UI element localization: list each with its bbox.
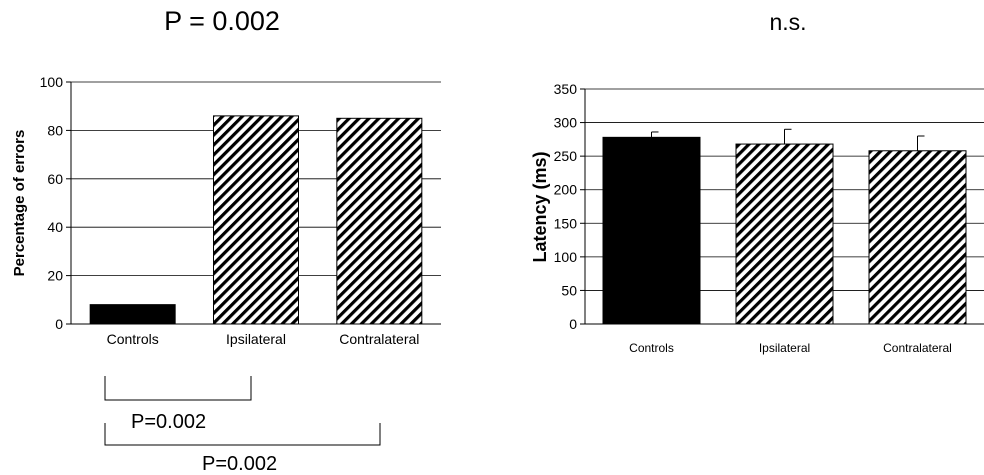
chart2-title: n.s. — [769, 9, 806, 35]
y-tick-label: 80 — [47, 122, 63, 138]
y-tick-label: 50 — [561, 282, 577, 298]
x-tick-label-ipsilateral: Ipsilateral — [759, 341, 810, 355]
y-tick-label: 0 — [569, 316, 577, 332]
chart-percentage-errors: P = 0.002 0 20 40 60 80 100 Controls Ipsilater… — [11, 6, 441, 475]
x-tick-label-contralateral: Contralateral — [883, 341, 952, 355]
x-tick-label-ipsilateral: Ipsilateral — [226, 331, 286, 347]
comparison-bracket-controls-contralateral: P=0.002 — [104, 423, 381, 475]
y-tick-label: 350 — [554, 81, 578, 97]
y-tick-label: 100 — [40, 74, 64, 90]
chart1-title: P = 0.002 — [164, 6, 280, 36]
chart2-bars — [602, 128, 967, 325]
x-tick-label-contralateral: Contralateral — [339, 331, 419, 347]
y-tick-label: 0 — [55, 316, 63, 332]
bar-ipsilateral — [735, 143, 834, 325]
bar-controls — [89, 304, 176, 325]
y-tick-label: 20 — [47, 268, 63, 284]
comparison-label-1: P=0.002 — [131, 411, 206, 433]
y-tick-label: 40 — [47, 219, 63, 235]
comparison-label-2: P=0.002 — [202, 453, 277, 475]
chart2-y-ticks: 0 50 100 150 200 250 300 350 — [554, 81, 585, 332]
chart2-y-axis-label: Latency (ms) — [530, 151, 550, 262]
y-tick-label: 250 — [554, 148, 578, 164]
x-tick-label-controls: Controls — [629, 341, 674, 355]
chart1-bars — [89, 115, 423, 325]
bar-ipsilateral — [213, 115, 299, 325]
chart1-y-axis-label: Percentage of errors — [11, 130, 28, 277]
x-tick-label-controls: Controls — [107, 331, 159, 347]
chart1-y-ticks: 0 20 40 60 80 100 — [40, 74, 71, 332]
chart2-x-tick-labels: Controls Ipsilateral Contralateral — [629, 341, 952, 355]
y-tick-label: 100 — [554, 249, 578, 265]
bar-contralateral — [868, 150, 967, 325]
y-tick-label: 200 — [554, 182, 578, 198]
bar-contralateral — [336, 117, 423, 325]
comparison-bracket-controls-ipsilateral: P=0.002 — [104, 376, 252, 433]
y-tick-label: 300 — [554, 115, 578, 131]
y-tick-label: 60 — [47, 171, 63, 187]
chart-latency: n.s. 0 50 100 150 200 250 300 350 Controls Ipsil… — [530, 9, 984, 355]
chart1-x-tick-labels: Controls Ipsilateral Contralateral — [107, 331, 420, 347]
y-tick-label: 150 — [554, 215, 578, 231]
bar-controls — [602, 136, 701, 325]
